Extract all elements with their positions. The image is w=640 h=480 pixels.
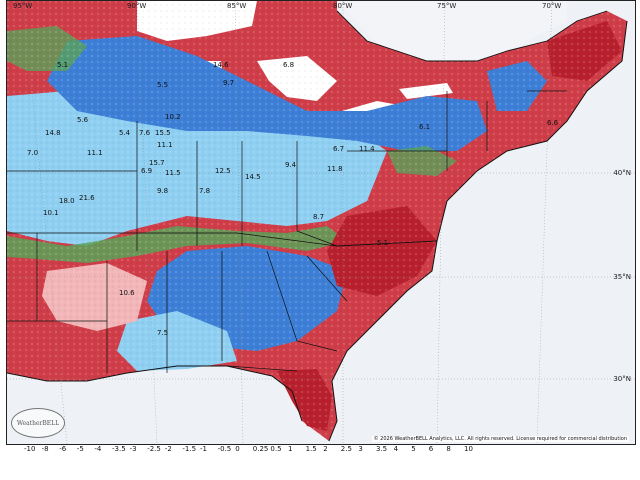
colorbar-tick-label: 0.5 bbox=[270, 445, 282, 453]
colorbar-tick-label: -4 bbox=[94, 445, 102, 453]
colorbar-tick-label: -2.5 bbox=[147, 445, 161, 453]
value-label: 6.1 bbox=[419, 123, 431, 131]
lon-label-70w: 70°W bbox=[542, 2, 562, 10]
colorbar-tick-label: 3 bbox=[358, 445, 363, 453]
colorbar-tick-label: 2.5 bbox=[340, 445, 352, 453]
colorbar-tick-label: -1.5 bbox=[182, 445, 197, 453]
colorbar-tick-label: 1.5 bbox=[305, 445, 317, 453]
colorbar-tick-label: 0 bbox=[235, 445, 240, 453]
copyright-notice: © 2026 WeatherBELL Analytics, LLC. All r… bbox=[371, 436, 629, 442]
colorbar-tick-label: -2 bbox=[164, 445, 172, 453]
value-label: 11.5 bbox=[165, 169, 181, 177]
value-label: 5.1 bbox=[377, 239, 389, 247]
value-label: 11.1 bbox=[157, 141, 173, 149]
colorbar-tick-label: 8 bbox=[446, 445, 451, 453]
colorbar-tick-label: -0.5 bbox=[217, 445, 232, 453]
lon-label-75w: 75°W bbox=[437, 2, 457, 10]
colorbar-tick-label: 10 bbox=[464, 445, 473, 453]
value-label: 10.1 bbox=[43, 209, 59, 217]
value-label: 15.7 bbox=[149, 159, 165, 167]
value-label: 18.0 bbox=[59, 197, 75, 205]
lat-label-35n: 35°N bbox=[613, 273, 631, 281]
graticule bbox=[7, 1, 635, 444]
value-label: 9.7 bbox=[223, 79, 235, 87]
value-label: 7.0 bbox=[27, 149, 39, 157]
colorbar-tick-label: 0.25 bbox=[252, 445, 269, 453]
colorbar-tick-label: 5 bbox=[411, 445, 416, 453]
value-label: 5.6 bbox=[77, 116, 89, 124]
map-frame: 95°W 90°W 85°W 80°W 75°W 70°W 40°N 35°N … bbox=[6, 0, 636, 445]
lon-label-80w: 80°W bbox=[333, 2, 353, 10]
value-label: 12.5 bbox=[215, 167, 231, 175]
logo-text: WeatherBELL bbox=[16, 419, 60, 427]
colorbar-tick-label: 3.5 bbox=[376, 445, 388, 453]
value-label: 5.1 bbox=[57, 61, 69, 69]
weatherbell-logo: WeatherBELL bbox=[11, 408, 65, 438]
colorbar-tick-label: -1 bbox=[200, 445, 207, 453]
colorbar-tick-label: 6 bbox=[428, 445, 434, 453]
lon-label-90w: 90°W bbox=[127, 2, 147, 10]
value-label: 11.8 bbox=[327, 165, 343, 173]
value-label: 9.8 bbox=[157, 187, 169, 195]
value-label: 15.5 bbox=[155, 129, 171, 137]
colorbar-tick-labels: -10 -8 -6 -5 -4 -3.5 -3 -2.5 -2 -1.5 -1 -0.5 0 0.25 0.… bbox=[24, 445, 473, 457]
value-label: 11.4 bbox=[359, 145, 375, 153]
canada-region bbox=[337, 1, 567, 61]
value-label: 10.6 bbox=[119, 289, 135, 297]
canada-coastline bbox=[336, 10, 608, 62]
coastline bbox=[328, 20, 628, 442]
value-label: 7.5 bbox=[157, 329, 169, 337]
colorbar-tick-label: 2 bbox=[323, 445, 328, 453]
colorbar-tick-label: -5 bbox=[76, 445, 84, 453]
lon-label-85w: 85°W bbox=[227, 2, 247, 10]
noise-texture bbox=[7, 1, 627, 441]
colorbar-tick-label: -10 bbox=[24, 445, 36, 453]
value-label: 6.6 bbox=[547, 119, 559, 127]
colorbar-tick-label: -6 bbox=[59, 445, 67, 453]
value-label: 8.7 bbox=[313, 213, 325, 221]
gulf-coastline bbox=[7, 365, 303, 422]
value-label: 21.6 bbox=[79, 194, 95, 202]
colorbar-tick-label: -3.5 bbox=[112, 445, 126, 453]
value-label: 14.5 bbox=[245, 173, 261, 181]
value-label: 10.2 bbox=[165, 113, 181, 121]
value-label: 14.6 bbox=[213, 61, 229, 69]
colorbar-tick-label: 1 bbox=[288, 445, 293, 453]
colorbar-tick-label: 4 bbox=[393, 445, 399, 453]
value-label: 6.7 bbox=[333, 145, 345, 153]
lon-label-95w: 95°W bbox=[13, 2, 33, 10]
lat-label-40n: 40°N bbox=[613, 169, 631, 177]
value-label: 6.9 bbox=[141, 167, 153, 175]
value-label: 5.5 bbox=[157, 81, 169, 89]
value-label: 7.8 bbox=[199, 187, 211, 195]
value-label: 11.1 bbox=[87, 149, 103, 157]
value-label: 6.8 bbox=[283, 61, 295, 69]
colorbar-tick-label: -3 bbox=[129, 445, 137, 453]
colorbar-tick-label: -8 bbox=[41, 445, 49, 453]
state-borders bbox=[7, 90, 567, 373]
lat-label-30n: 30°N bbox=[613, 375, 631, 383]
value-label: 14.8 bbox=[45, 129, 61, 137]
value-label: 5.4 bbox=[119, 129, 131, 137]
precip-anomaly-map bbox=[7, 1, 635, 444]
value-label: 9.4 bbox=[285, 161, 297, 169]
value-label: 7.6 bbox=[139, 129, 151, 137]
